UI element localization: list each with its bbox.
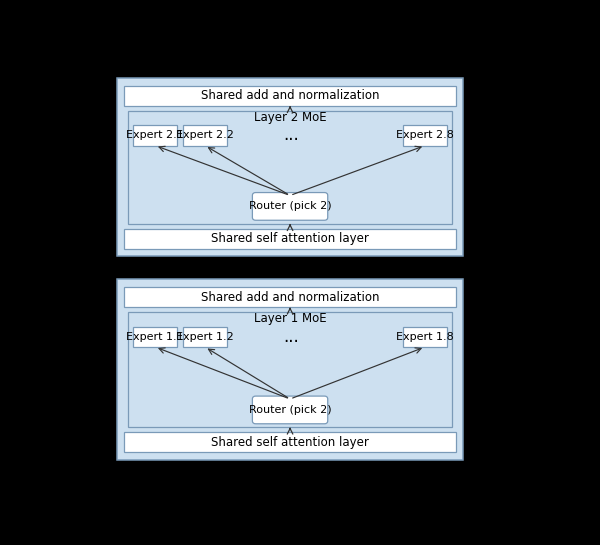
FancyBboxPatch shape <box>253 192 328 220</box>
Text: Shared add and normalization: Shared add and normalization <box>201 89 379 102</box>
Text: Expert 1.2: Expert 1.2 <box>176 332 234 342</box>
Text: ...: ... <box>283 126 299 144</box>
Text: Shared self attention layer: Shared self attention layer <box>211 232 369 245</box>
Bar <box>124 86 456 106</box>
Bar <box>403 125 447 146</box>
Text: Transformer block 1: Transformer block 1 <box>468 363 586 376</box>
Bar <box>117 78 463 256</box>
Bar <box>403 327 447 347</box>
Text: ...: ... <box>283 328 299 346</box>
Bar <box>128 312 452 427</box>
Bar <box>133 125 178 146</box>
Bar <box>133 327 178 347</box>
FancyBboxPatch shape <box>253 396 328 424</box>
Bar <box>183 327 227 347</box>
Text: Layer 2 MoE: Layer 2 MoE <box>254 111 326 124</box>
Bar <box>124 229 456 249</box>
Text: Expert 2.2: Expert 2.2 <box>176 130 234 141</box>
Text: Expert 1.8: Expert 1.8 <box>396 332 454 342</box>
Text: Expert 1.1: Expert 1.1 <box>127 332 184 342</box>
Bar <box>124 432 456 452</box>
Text: Shared self attention layer: Shared self attention layer <box>211 436 369 449</box>
Text: Expert 2.8: Expert 2.8 <box>396 130 454 141</box>
Text: Shared add and normalization: Shared add and normalization <box>201 290 379 304</box>
Text: Router (pick 2): Router (pick 2) <box>249 202 331 211</box>
Text: Layer 1 MoE: Layer 1 MoE <box>254 312 326 325</box>
Bar <box>128 111 452 223</box>
Text: Transformer block 2: Transformer block 2 <box>468 161 586 174</box>
Bar <box>124 287 456 307</box>
Bar <box>183 125 227 146</box>
Text: Expert 2.1: Expert 2.1 <box>127 130 184 141</box>
Text: Router (pick 2): Router (pick 2) <box>249 405 331 415</box>
Bar <box>117 280 463 460</box>
